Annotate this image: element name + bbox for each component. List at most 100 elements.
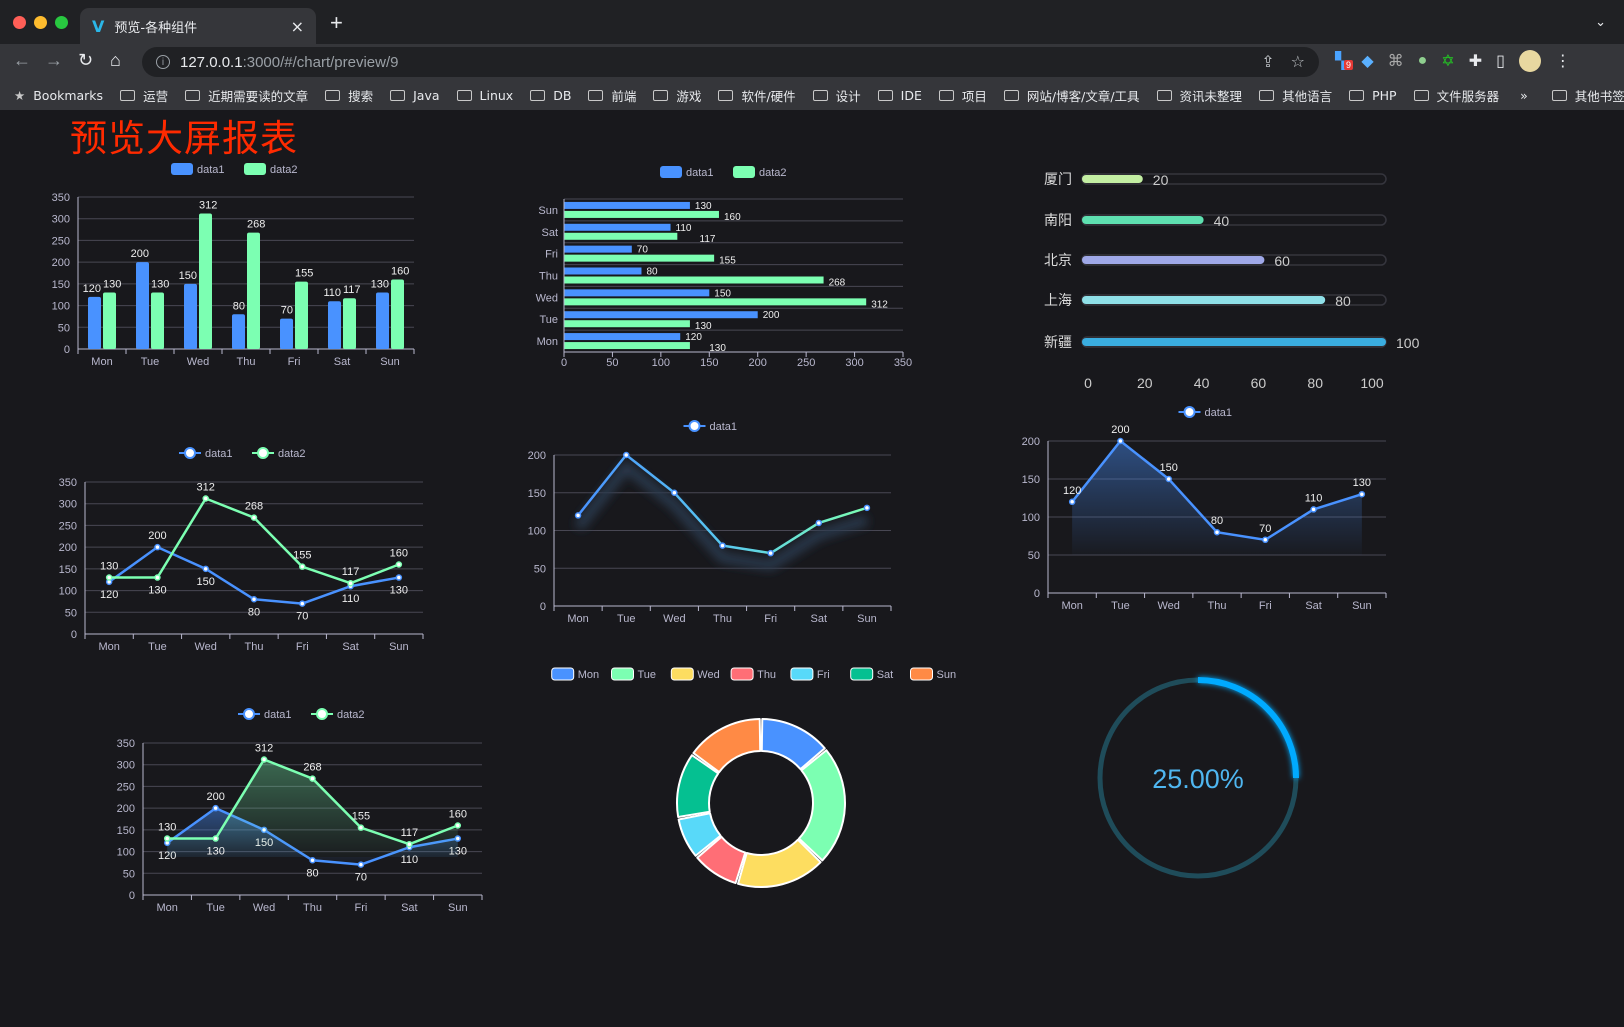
legend-label: data1: [686, 167, 714, 179]
bookmark-folder[interactable]: 资讯未整理: [1156, 86, 1242, 105]
progress-fill: [1082, 216, 1204, 224]
y-tick-label: 300: [117, 760, 135, 772]
bar-value-label: 80: [646, 267, 658, 278]
x-tick-label: 60: [1251, 375, 1267, 391]
forward-arrow-icon[interactable]: →: [45, 50, 63, 70]
gauge-value-label: 25.00%: [1152, 764, 1244, 794]
x-tick-label: 100: [1360, 375, 1384, 391]
donut-slice: [676, 754, 720, 819]
bookmark-folder[interactable]: 设计: [812, 86, 861, 105]
share-icon[interactable]: ⇪: [1261, 54, 1275, 71]
folder-icon: [1156, 89, 1172, 101]
x-tick-label: 350: [894, 357, 912, 369]
bookmark-folder[interactable]: 其他语言: [1259, 86, 1332, 105]
side-panel-icon[interactable]: ▯: [1496, 53, 1505, 70]
bar: [280, 318, 293, 349]
point-value-label: 312: [197, 482, 215, 494]
star-icon: ★: [14, 87, 26, 103]
data-point: [357, 824, 365, 831]
bookmark-star-icon[interactable]: ☆: [1290, 54, 1305, 71]
reload-icon[interactable]: ↻: [78, 50, 94, 70]
circle-extension-icon[interactable]: ●: [1417, 52, 1428, 69]
tab-search-chevron-icon[interactable]: ⌄: [1595, 14, 1606, 29]
x-tick-label: Tue: [617, 613, 636, 625]
bookmark-folder[interactable]: 运营: [120, 86, 168, 105]
folder-icon: [718, 89, 734, 101]
minimize-window-button[interactable]: [34, 16, 47, 29]
point-value-label: 70: [296, 611, 308, 623]
star-extension-icon[interactable]: ✡: [1441, 53, 1455, 70]
maximize-window-button[interactable]: [55, 16, 68, 29]
folder-icon: [653, 89, 669, 101]
puzzle-extensions-icon[interactable]: ✚: [1468, 53, 1483, 70]
legend-label: Tue: [638, 669, 657, 681]
y-tick-label: 150: [117, 825, 135, 837]
bar-value-label: 130: [371, 279, 389, 291]
active-tab[interactable]: V 预览-各种组件 ×: [80, 8, 316, 44]
bookmark-folder[interactable]: IDE: [877, 88, 922, 103]
folder-icon: [1003, 89, 1019, 101]
legend-label: data2: [759, 167, 787, 179]
bookmark-folder[interactable]: Java: [390, 88, 440, 103]
bookmark-folder[interactable]: DB: [530, 88, 571, 103]
bookmark-folder[interactable]: 搜索: [325, 86, 373, 105]
data-point: [260, 756, 268, 763]
y-tick-label: 250: [59, 520, 77, 532]
address-bar[interactable]: i 127.0.0.1:3000/#/chart/preview/9 ⇪ ☆: [142, 47, 1319, 77]
y-tick-label: Fri: [545, 249, 558, 261]
other-bookmarks-folder[interactable]: 其他书签: [1551, 86, 1624, 105]
y-tick-label: 300: [59, 499, 77, 511]
progress-fill: [1082, 338, 1386, 346]
home-icon[interactable]: ⌂: [110, 50, 121, 70]
bookmark-folder[interactable]: Linux: [456, 88, 513, 103]
x-tick-label: 80: [1307, 375, 1323, 391]
data-point: [574, 512, 582, 519]
bar-value-label: 120: [83, 283, 101, 295]
legend-dot-icon: [257, 447, 269, 459]
x-tick-label: 20: [1137, 375, 1153, 391]
gauge-progress-arc: [1197, 677, 1299, 779]
bar-value-label: 110: [323, 287, 341, 299]
data-point: [154, 574, 161, 581]
data-point: [815, 519, 823, 527]
y-tick-label: Wed: [536, 292, 558, 304]
back-arrow-icon[interactable]: ←: [13, 50, 31, 70]
bookmarks-button[interactable]: ★ Bookmarks: [14, 88, 103, 103]
bar-value-label: 312: [199, 200, 217, 212]
bar-value-label: 155: [295, 268, 313, 280]
bookmark-folder[interactable]: 近期需要读的文章: [185, 86, 308, 105]
bar: [564, 333, 681, 341]
site-info-icon[interactable]: i: [156, 55, 170, 69]
data-point: [163, 835, 171, 842]
data-point: [863, 504, 871, 512]
bookmark-folder[interactable]: 项目: [938, 86, 987, 105]
close-window-button[interactable]: [13, 16, 26, 29]
bookmark-folder[interactable]: 前端: [588, 86, 636, 105]
x-tick-label: Sun: [448, 902, 468, 914]
bar-value-label: 150: [179, 270, 197, 282]
progress-fill: [1082, 296, 1326, 304]
more-bookmarks-button[interactable]: »: [1520, 87, 1528, 103]
tab-close-icon[interactable]: ×: [290, 16, 304, 36]
x-tick-label: Sun: [389, 641, 409, 653]
new-tab-button[interactable]: +: [330, 10, 343, 35]
menu-kebab-icon[interactable]: ⋮: [1554, 53, 1571, 70]
x-tick-label: Mon: [567, 613, 588, 625]
bookmark-folder[interactable]: 文件服务器: [1413, 86, 1499, 105]
diamond-extension-icon[interactable]: ◆: [1361, 53, 1374, 70]
bookmark-folder[interactable]: 网站/博客/文章/工具: [1003, 86, 1140, 105]
profile-avatar[interactable]: [1518, 50, 1541, 72]
bookmark-folder[interactable]: 游戏: [653, 86, 701, 105]
bookmark-label: 其他语言: [1282, 88, 1333, 104]
x-tick-label: Wed: [663, 613, 685, 625]
bar-value-label: 268: [829, 278, 846, 289]
bar-value-label: 117: [700, 234, 716, 245]
extension-icon[interactable]: ▚ 9: [1335, 53, 1354, 70]
bar: [391, 279, 404, 349]
command-extension-icon[interactable]: ⌘: [1387, 53, 1404, 70]
point-value-label: 160: [449, 809, 467, 821]
data-point: [1310, 506, 1317, 513]
bookmark-folder[interactable]: 软件/硬件: [718, 86, 796, 105]
donut-slice: [797, 749, 846, 862]
bookmark-folder[interactable]: PHP: [1349, 88, 1397, 103]
